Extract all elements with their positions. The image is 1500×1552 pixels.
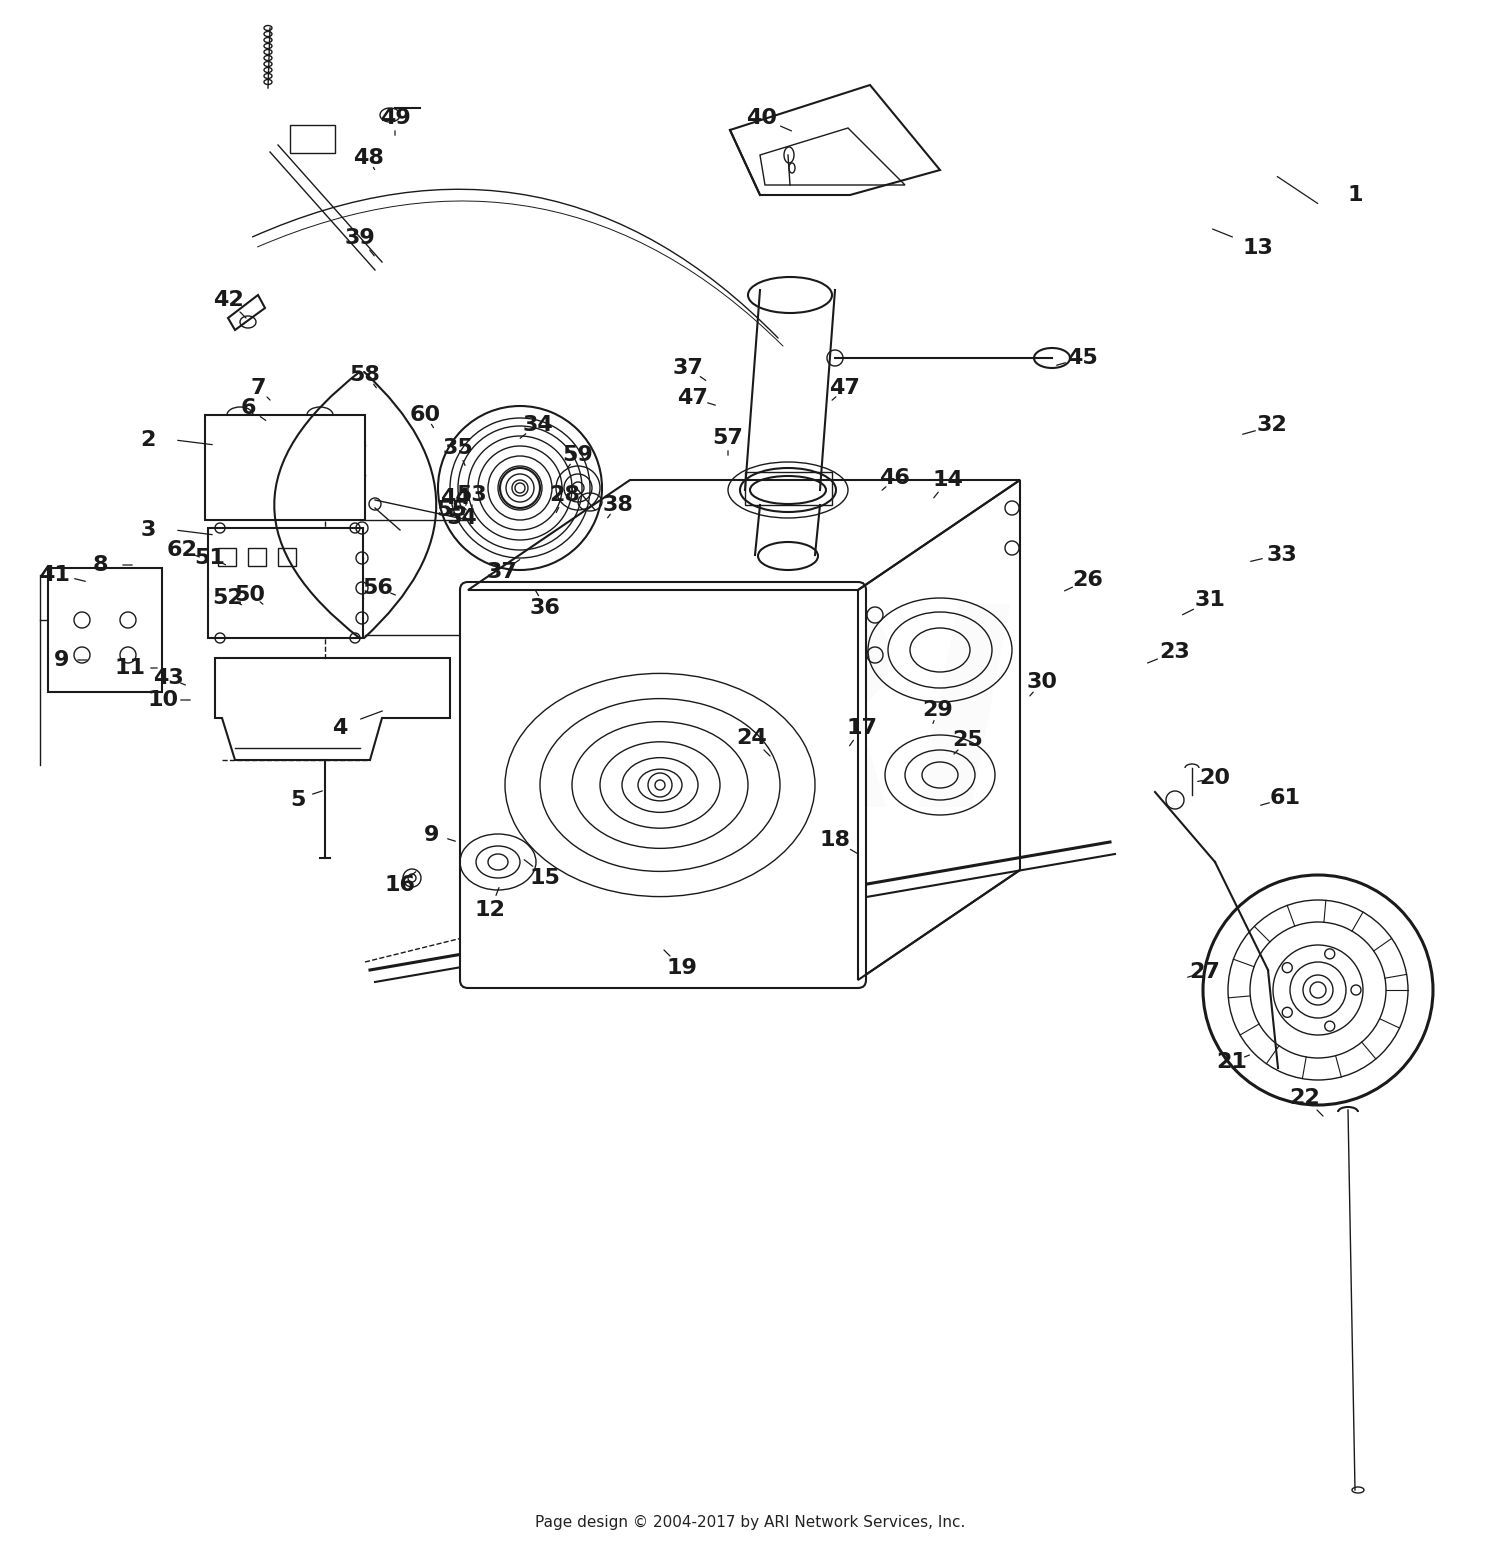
Text: 47: 47 — [830, 379, 861, 397]
Polygon shape — [48, 568, 162, 692]
Text: 13: 13 — [1242, 237, 1274, 258]
Text: 25: 25 — [952, 729, 984, 750]
Text: 1: 1 — [1347, 185, 1362, 205]
Text: 57: 57 — [712, 428, 744, 449]
Text: 4: 4 — [333, 719, 348, 739]
Text: 48: 48 — [352, 147, 384, 168]
Text: 33: 33 — [1266, 545, 1298, 565]
Text: 9: 9 — [424, 826, 439, 844]
Text: 20: 20 — [1200, 768, 1230, 788]
Text: 43: 43 — [153, 667, 183, 688]
Text: 45: 45 — [1066, 348, 1098, 368]
Text: 32: 32 — [1257, 414, 1287, 435]
Text: 29: 29 — [922, 700, 954, 720]
Text: 28: 28 — [549, 484, 580, 504]
Text: 27: 27 — [1190, 962, 1221, 982]
Text: 34: 34 — [522, 414, 554, 435]
Text: 41: 41 — [39, 565, 70, 585]
Text: 60: 60 — [410, 405, 441, 425]
Text: 51: 51 — [195, 548, 225, 568]
Text: 44: 44 — [440, 487, 471, 508]
Text: 12: 12 — [474, 900, 506, 920]
Text: 3: 3 — [141, 520, 156, 540]
Text: 59: 59 — [562, 445, 594, 466]
Text: 8: 8 — [93, 556, 108, 574]
Text: 56: 56 — [363, 577, 393, 598]
Text: 30: 30 — [1026, 672, 1057, 692]
Text: 47: 47 — [676, 388, 708, 408]
Bar — [248, 548, 266, 566]
Text: 36: 36 — [530, 598, 561, 618]
Text: 38: 38 — [603, 495, 633, 515]
Text: 21: 21 — [1216, 1052, 1248, 1072]
Text: 19: 19 — [666, 958, 698, 978]
Text: 2: 2 — [141, 430, 156, 450]
Text: 17: 17 — [846, 719, 877, 739]
Text: 40: 40 — [747, 109, 777, 127]
FancyArrowPatch shape — [364, 372, 436, 638]
Text: 16: 16 — [384, 875, 416, 896]
Text: 6: 6 — [240, 397, 255, 417]
Text: 50: 50 — [234, 585, 266, 605]
Bar — [278, 548, 296, 566]
Text: 10: 10 — [147, 691, 178, 709]
Text: 18: 18 — [819, 830, 850, 850]
Text: 37: 37 — [486, 562, 518, 582]
Text: 61: 61 — [1269, 788, 1300, 809]
Text: 26: 26 — [1072, 570, 1104, 590]
Bar — [209, 528, 363, 638]
Text: 15: 15 — [530, 868, 561, 888]
Text: ARI: ARI — [484, 594, 1016, 864]
Text: 14: 14 — [933, 470, 963, 490]
Text: 22: 22 — [1290, 1088, 1320, 1108]
Text: 46: 46 — [879, 469, 910, 487]
Bar — [217, 548, 236, 566]
Bar — [290, 126, 334, 154]
Text: 23: 23 — [1160, 643, 1191, 663]
Text: 54: 54 — [447, 508, 477, 528]
Text: 31: 31 — [1194, 590, 1225, 610]
Text: 39: 39 — [345, 228, 375, 248]
Text: Page design © 2004-2017 by ARI Network Services, Inc.: Page design © 2004-2017 by ARI Network S… — [536, 1515, 964, 1530]
Text: 53: 53 — [456, 484, 488, 504]
Text: 7: 7 — [251, 379, 266, 397]
Text: 24: 24 — [736, 728, 768, 748]
Text: 62: 62 — [166, 540, 198, 560]
Text: 5: 5 — [291, 790, 306, 810]
Text: 49: 49 — [380, 109, 411, 127]
Text: 42: 42 — [213, 290, 243, 310]
Text: 35: 35 — [442, 438, 474, 458]
FancyArrowPatch shape — [274, 371, 360, 638]
Text: 55: 55 — [436, 500, 468, 520]
Text: 9: 9 — [54, 650, 69, 670]
Text: 58: 58 — [350, 365, 381, 385]
Text: 11: 11 — [114, 658, 146, 678]
Text: 37: 37 — [672, 359, 704, 379]
Text: 52: 52 — [213, 588, 243, 608]
Bar — [206, 414, 364, 520]
FancyBboxPatch shape — [460, 582, 866, 989]
